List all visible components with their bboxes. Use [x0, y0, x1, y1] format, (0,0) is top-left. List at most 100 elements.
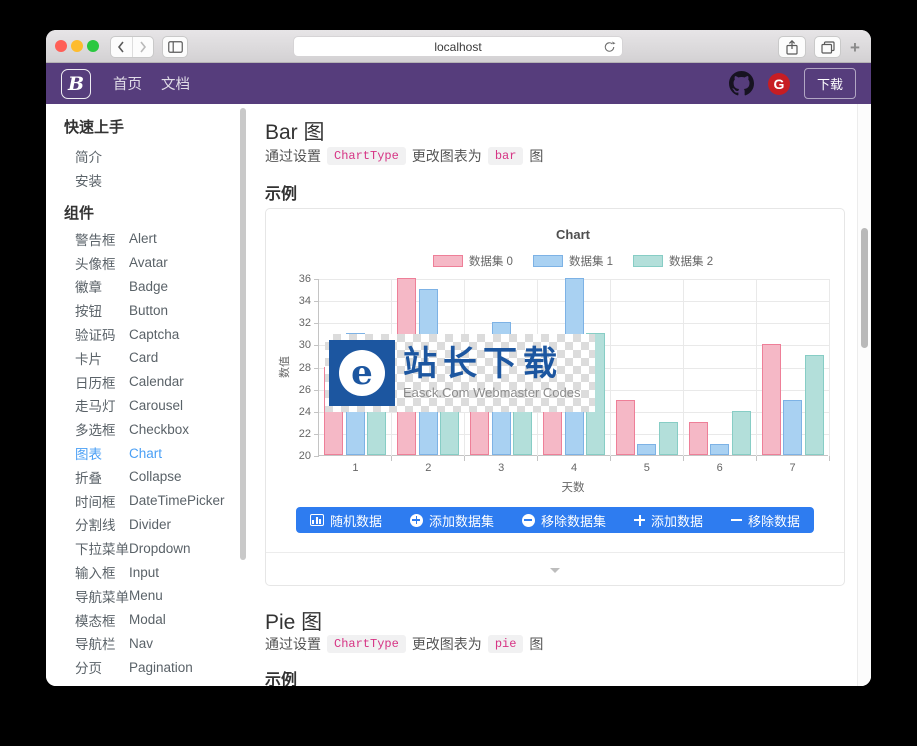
x-tick-label: 4: [570, 462, 578, 474]
sidebar-item-label-zh: 导航菜单: [75, 589, 129, 605]
page-scrollbar[interactable]: [857, 104, 871, 686]
legend-item[interactable]: 数据集 1: [532, 253, 614, 269]
share-button[interactable]: [778, 36, 806, 58]
gitee-icon[interactable]: G: [767, 72, 790, 95]
sidebar-item-Menu[interactable]: 导航菜单 Menu: [75, 584, 225, 608]
sidebar-component-list: 警告框 Alert 头像框 Avatar 徽章 Badge 按钮 Button 验证码 Captc…: [75, 227, 225, 679]
添加数据-button[interactable]: 添加数据: [620, 507, 717, 533]
sidebar-item-Button[interactable]: 按钮 Button: [75, 298, 225, 322]
sidebar-item-label-en: Collapse: [129, 469, 182, 485]
tab-overview-button[interactable]: [814, 36, 841, 58]
address-bar[interactable]: localhost: [293, 36, 623, 57]
code-chip-charttype: ChartType: [327, 147, 406, 165]
sidebar-item-label-zh: 导航栏: [75, 637, 116, 653]
sidebar-scrollbar[interactable]: [240, 108, 246, 560]
code-chip-charttype: ChartType: [327, 635, 406, 653]
sidebar-item-Checkbox[interactable]: 多选框 Checkbox: [75, 417, 225, 441]
移除数据集-button[interactable]: 移除数据集: [508, 507, 620, 533]
x-tick-mark: [464, 456, 466, 461]
url-text: localhost: [434, 39, 482, 54]
sidebar-item-Avatar[interactable]: 头像框 Avatar: [75, 251, 225, 275]
y-tick-label: 32: [298, 317, 311, 330]
sidebar-item-Captcha[interactable]: 验证码 Captcha: [75, 322, 225, 346]
chart-legend: 数据集 0 数据集 1 数据集 2: [318, 253, 828, 269]
y-tick-mark: [314, 323, 319, 325]
sidebar-item-DateTimePicker[interactable]: 时间框 DateTimePicker: [75, 489, 225, 513]
watermark: e 站长下载 Easck.Com Webmaster Codes: [325, 334, 595, 412]
sidebar-item-label-zh: 徽章: [75, 280, 102, 296]
sidebar-item-label-en: Badge: [129, 278, 169, 294]
sidebar-item-label-zh: 分页: [75, 661, 102, 677]
sidebar-item-Modal[interactable]: 模态框 Modal: [75, 608, 225, 632]
sidebar-item-Alert[interactable]: 警告框 Alert: [75, 227, 225, 251]
sidebar-item-Dropdown[interactable]: 下拉菜单 Dropdown: [75, 536, 225, 560]
nav-link-docs[interactable]: 文档: [161, 77, 190, 93]
show-code-toggle[interactable]: [266, 553, 844, 587]
brand-letter: B: [67, 72, 85, 95]
new-tab-button[interactable]: +: [850, 38, 860, 57]
sidebar-item-label-en: Card: [129, 350, 159, 366]
x-tick-label: 3: [498, 462, 505, 474]
forward-button[interactable]: [131, 37, 154, 57]
brand-logo[interactable]: B: [61, 68, 91, 99]
移除数据-button[interactable]: 移除数据: [717, 507, 814, 533]
button-label: 添加数据: [651, 513, 704, 529]
gridline-vertical: [682, 279, 684, 456]
legend-item[interactable]: 数据集 2: [633, 253, 713, 269]
随机数据-button[interactable]: 随机数据: [296, 507, 396, 533]
sidebar-item-label-zh: 折叠: [75, 470, 102, 486]
legend-label: 数据集 1: [568, 256, 614, 268]
reload-button[interactable]: [603, 40, 616, 57]
zoom-window-button[interactable]: [87, 40, 99, 52]
download-button[interactable]: 下载: [803, 68, 856, 99]
sidebar-item-Card[interactable]: 卡片 Card: [75, 346, 225, 370]
sidebar-item-Nav[interactable]: 导航栏 Nav: [75, 632, 225, 656]
legend-swatch: [432, 255, 463, 267]
sidebar-item-Carousel[interactable]: 走马灯 Carousel: [75, 394, 225, 418]
button-label: 添加数据集: [428, 513, 494, 529]
sidebar-item-Input[interactable]: 输入框 Input: [75, 560, 225, 584]
pie-example-heading: 示例: [265, 672, 298, 686]
sidebar-item-label-en: Button: [129, 302, 169, 318]
button-label: 随机数据: [329, 513, 382, 529]
sidebar-item-label-zh: 简介: [75, 150, 102, 165]
bar-数据集 0-day5: [615, 399, 635, 455]
sidebar-item-label-en: Avatar: [129, 255, 168, 271]
minimize-window-button[interactable]: [71, 40, 83, 52]
close-window-button[interactable]: [55, 40, 67, 52]
legend-item[interactable]: 数据集 0: [432, 253, 513, 269]
sidebar-item-简介[interactable]: 简介: [75, 144, 129, 168]
x-tick-mark: [391, 456, 393, 461]
添加数据集-button[interactable]: 添加数据集: [396, 507, 508, 533]
gridline-vertical: [609, 279, 611, 456]
y-tick-mark: [314, 433, 319, 435]
sidebar-item-Calendar[interactable]: 日历框 Calendar: [75, 370, 225, 394]
legend-swatch: [532, 255, 563, 267]
nav-link-home[interactable]: 首页: [113, 77, 142, 93]
y-tick-label: 20: [298, 450, 311, 462]
back-button[interactable]: [111, 37, 132, 57]
sidebar-item-Collapse[interactable]: 折叠 Collapse: [75, 465, 225, 489]
sidebar-item-label-en: Dropdown: [129, 540, 191, 556]
navbar-right: G 下载: [728, 68, 856, 99]
sidebar-toggle-button[interactable]: [162, 36, 188, 58]
x-tick-mark: [828, 456, 830, 461]
bar-数据集 2-day5: [658, 421, 678, 455]
desc-text: 图: [529, 636, 544, 652]
github-icon[interactable]: [728, 71, 754, 96]
sidebar-item-Pagination[interactable]: 分页 Pagination: [75, 655, 225, 679]
gridline-vertical: [828, 279, 830, 456]
sidebar-item-Badge[interactable]: 徽章 Badge: [75, 275, 225, 299]
sidebar-item-Chart[interactable]: 图表 Chart: [75, 441, 225, 465]
sidebar-item-label-en: Pagination: [129, 659, 193, 675]
sidebar-item-Divider[interactable]: 分割线 Divider: [75, 513, 225, 537]
sidebar-item-label-zh: 卡片: [75, 351, 102, 367]
desc-text: 更改图表为: [411, 148, 482, 164]
sidebar-icon: [167, 41, 183, 53]
bar-数据集 2-day6: [731, 410, 751, 455]
sidebar-item-label-zh: 头像框: [75, 256, 116, 272]
page-scrollbar-thumb[interactable]: [861, 228, 868, 348]
sidebar-item-安装[interactable]: 安装: [75, 168, 129, 192]
x-tick-mark: [682, 456, 684, 461]
